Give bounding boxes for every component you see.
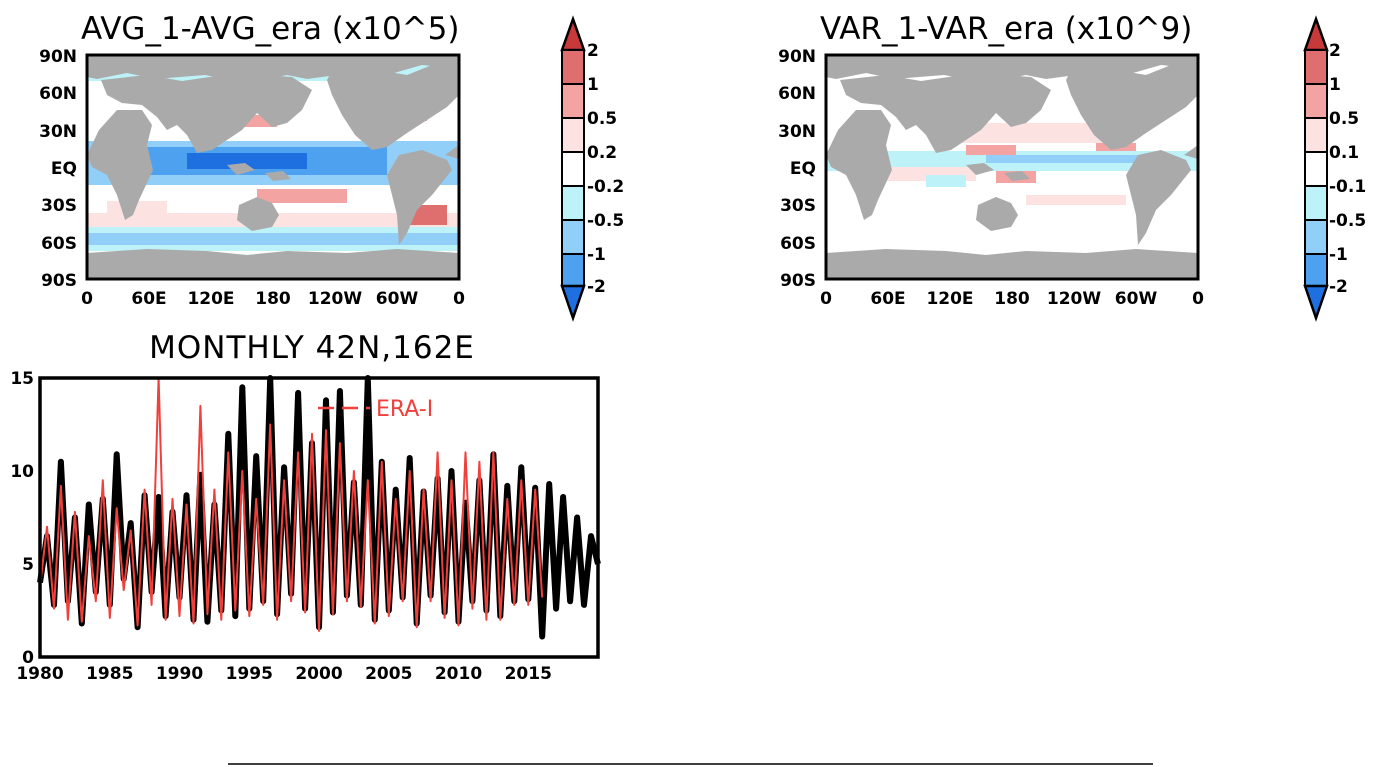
colorbar1-bottom-arrow (560, 284, 586, 322)
map2-lat-tick: 90S (780, 271, 816, 291)
colorbar1-segment (561, 117, 585, 153)
map1-lat-tick: 90N (39, 47, 77, 67)
colorbar1-label: 0.2 (587, 143, 617, 163)
map2-lon-tick: 120W (1047, 289, 1101, 309)
colorbar1-label: 1 (587, 75, 599, 95)
colorbar1-segment (561, 185, 585, 221)
colorbar1-segment (561, 83, 585, 119)
colorbar2-segment (1304, 151, 1328, 187)
colorbar1-label: -0.5 (587, 211, 624, 231)
map2-lat-tick: 60N (778, 84, 816, 104)
timeseries-frame (38, 376, 600, 659)
colorbar1-label: -0.2 (587, 177, 624, 197)
map2-colorbar: 2 1 0.5 0.1 -0.1 -0.5 -1 -2 (1303, 15, 1366, 322)
map1-lat-tick: 30N (39, 122, 77, 142)
colorbar1-segment (561, 219, 585, 255)
map1-lat-ticks: 90N 60N 30N EQ 30S 60S 90S (39, 47, 77, 291)
colorbar1-label: -1 (587, 245, 606, 265)
x-tick-label: 1980 (16, 664, 63, 684)
map1-lon-tick: 180 (255, 289, 291, 309)
colorbar2-label: -0.1 (1329, 177, 1366, 197)
map2-lat-tick: 30S (780, 196, 816, 216)
map1-lon-tick: 120E (187, 289, 234, 309)
map1-frame (85, 53, 461, 281)
map1-lon-tick: 0 (453, 289, 465, 309)
colorbar1-label: 2 (587, 41, 599, 61)
colorbar1-label: -2 (587, 277, 606, 297)
series-line-era-i (39, 377, 544, 632)
x-tick-label: 2000 (295, 664, 342, 684)
x-tick-label: 1990 (156, 664, 203, 684)
colorbar2-segment (1304, 117, 1328, 153)
y-tick-label: 5 (22, 555, 34, 575)
timeseries-title: MONTHLY 42N,162E (149, 330, 475, 366)
colorbar2-segment (1304, 83, 1328, 119)
colorbar1-segment (561, 151, 585, 187)
map2-lon-tick: 180 (994, 289, 1030, 309)
map2-frame (824, 53, 1200, 281)
map1-lon-tick: 60W (376, 289, 419, 309)
colorbar2-segment (1304, 253, 1328, 287)
map2-lat-tick: 30N (778, 122, 816, 142)
map2-lon-tick: 60W (1115, 289, 1158, 309)
colorbar1-segment (561, 253, 585, 287)
map1-lat-tick: 60S (41, 234, 77, 254)
colorbar2-label: -1 (1329, 245, 1348, 265)
map2-lat-tick: EQ (790, 159, 816, 179)
colorbar2-label: 0.5 (1329, 109, 1359, 129)
x-tick-label: 2010 (435, 664, 482, 684)
timeseries-y-ticks: 0 5 10 15 (10, 369, 34, 668)
map2-lon-ticks: 0 60E 120E 180 120W 60W 0 (820, 289, 1204, 309)
map1-lon-tick: 120W (308, 289, 362, 309)
colorbar2-segment (1304, 49, 1328, 85)
colorbar2-bottom-arrow (1303, 284, 1329, 322)
colorbar1-top-arrow (560, 15, 586, 52)
x-tick-label: 1985 (86, 664, 133, 684)
map1-lon-tick: 0 (81, 289, 93, 309)
map1-lat-tick: 30S (41, 196, 77, 216)
colorbar2-label: 0.1 (1329, 143, 1359, 163)
y-tick-label: 10 (10, 462, 34, 482)
map1-lon-tick: 60E (131, 289, 166, 309)
map2-lon-tick: 0 (820, 289, 832, 309)
timeseries-lines (37, 375, 601, 640)
map2-lon-tick: 120E (926, 289, 973, 309)
legend-label: ERA-I (376, 397, 433, 422)
x-tick-label: 2005 (365, 664, 412, 684)
timeseries-panel: MONTHLY 42N,162E 0 5 10 15 1980 1985 1990 1995… (10, 330, 601, 684)
map1-lat-tick: 90S (41, 271, 77, 291)
map2-lon-tick: 0 (1192, 289, 1204, 309)
colorbar2-label: 1 (1329, 75, 1341, 95)
map1-title: AVG_1-AVG_era (x10^5) (81, 11, 459, 47)
colorbar1-label: 0.5 (587, 109, 617, 129)
timeseries-x-ticks: 1980 1985 1990 1995 2000 2005 2010 2015 (16, 664, 552, 684)
y-tick-label: 15 (10, 369, 34, 389)
colorbar2-segment (1304, 185, 1328, 221)
x-tick-label: 1995 (226, 664, 273, 684)
colorbar2-label: -0.5 (1329, 211, 1366, 231)
map2-title: VAR_1-VAR_era (x10^9) (820, 11, 1192, 47)
y-tick-label: 0 (22, 648, 34, 668)
map2-lat-ticks: 90N 60N 30N EQ 30S 60S 90S (778, 47, 816, 291)
colorbar2-top-arrow (1303, 15, 1329, 52)
colorbar2-segment (1304, 219, 1328, 255)
colorbar2-label: 2 (1329, 41, 1341, 61)
map2-lat-tick: 60S (780, 234, 816, 254)
x-tick-label: 2015 (505, 664, 552, 684)
map2-lon-tick: 60E (870, 289, 905, 309)
colorbar2-label: -2 (1329, 277, 1348, 297)
map2-lat-tick: 90N (778, 47, 816, 67)
map1-panel: AVG_1-AVG_era (x10^5) 90N 60N 30N EQ 30S… (39, 11, 465, 309)
map1-colorbar: 2 1 0.5 0.2 -0.2 -0.5 -1 -2 (560, 15, 624, 322)
map2-panel: VAR_1-VAR_era (x10^9) 90N 60N 30N EQ 30S… (778, 11, 1204, 309)
colorbar1-segment (561, 49, 585, 85)
map1-lon-ticks: 0 60E 120E 180 120W 60W 0 (81, 289, 465, 309)
map1-lat-tick: EQ (51, 159, 77, 179)
map1-lat-tick: 60N (39, 84, 77, 104)
